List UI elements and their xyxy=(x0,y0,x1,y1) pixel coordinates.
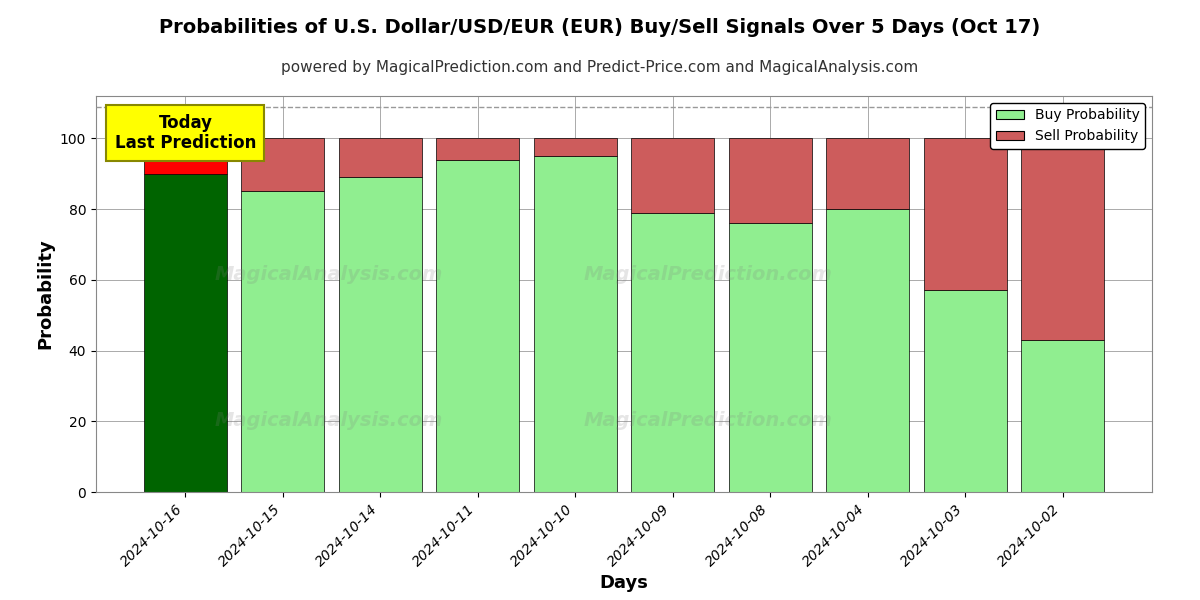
Text: MagicalAnalysis.com: MagicalAnalysis.com xyxy=(214,265,443,284)
Bar xyxy=(827,139,910,209)
Bar xyxy=(144,174,227,492)
Bar xyxy=(437,160,520,492)
Text: MagicalPrediction.com: MagicalPrediction.com xyxy=(584,265,833,284)
X-axis label: Days: Days xyxy=(600,574,648,592)
Bar xyxy=(1021,139,1104,340)
Bar xyxy=(924,139,1007,290)
Text: MagicalPrediction.com: MagicalPrediction.com xyxy=(584,411,833,430)
Text: powered by MagicalPrediction.com and Predict-Price.com and MagicalAnalysis.com: powered by MagicalPrediction.com and Pre… xyxy=(281,60,919,75)
Bar xyxy=(631,212,714,492)
Bar xyxy=(241,191,324,492)
Bar xyxy=(728,223,811,492)
Text: Probabilities of U.S. Dollar/USD/EUR (EUR) Buy/Sell Signals Over 5 Days (Oct 17): Probabilities of U.S. Dollar/USD/EUR (EU… xyxy=(160,18,1040,37)
Bar xyxy=(924,290,1007,492)
Y-axis label: Probability: Probability xyxy=(36,239,54,349)
Bar xyxy=(1021,340,1104,492)
Text: Today
Last Prediction: Today Last Prediction xyxy=(115,113,256,152)
Bar xyxy=(144,139,227,174)
Bar xyxy=(241,139,324,191)
Bar xyxy=(338,178,421,492)
Bar xyxy=(534,156,617,492)
Bar xyxy=(827,209,910,492)
Text: MagicalAnalysis.com: MagicalAnalysis.com xyxy=(214,411,443,430)
Bar xyxy=(728,139,811,223)
Bar xyxy=(437,139,520,160)
Bar xyxy=(338,139,421,178)
Bar xyxy=(534,139,617,156)
Legend: Buy Probability, Sell Probability: Buy Probability, Sell Probability xyxy=(990,103,1145,149)
Bar xyxy=(631,139,714,212)
